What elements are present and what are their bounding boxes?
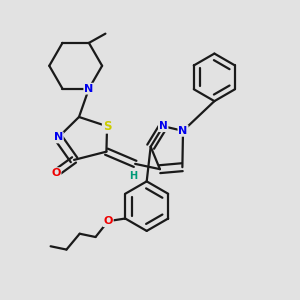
- Text: O: O: [103, 216, 113, 226]
- Text: H: H: [129, 171, 138, 182]
- Text: N: N: [84, 84, 94, 94]
- Text: S: S: [103, 120, 111, 133]
- Text: N: N: [178, 126, 188, 136]
- Text: O: O: [51, 168, 61, 178]
- Text: N: N: [54, 133, 63, 142]
- Text: N: N: [159, 121, 168, 131]
